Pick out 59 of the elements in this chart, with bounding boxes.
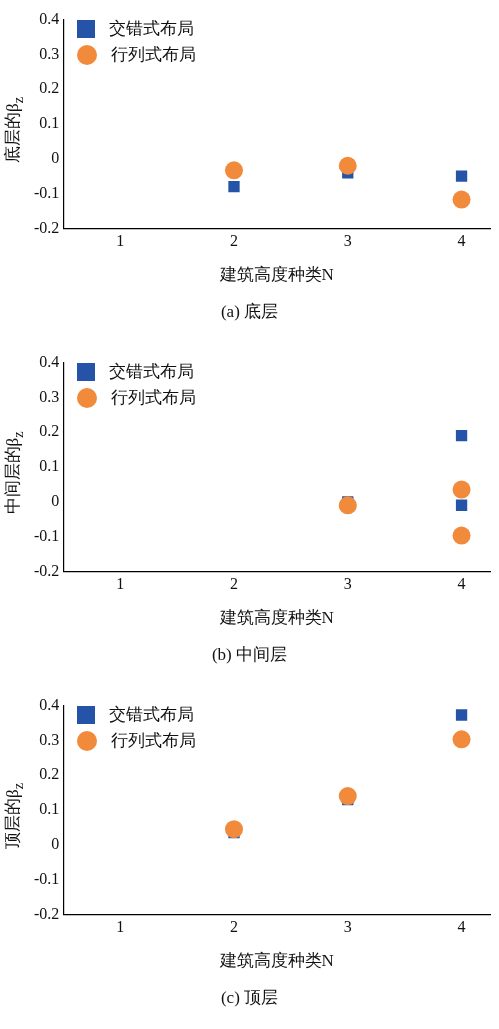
point bbox=[455, 430, 468, 442]
y-tick-label: 0.2 bbox=[39, 422, 60, 440]
y-tick-label: 0.1 bbox=[39, 457, 60, 475]
legend-label: 行列式布局 bbox=[111, 44, 197, 67]
x-tick-label: 4 bbox=[457, 232, 466, 250]
point bbox=[452, 526, 471, 545]
x-tick-label: 4 bbox=[457, 575, 466, 593]
point bbox=[338, 156, 357, 175]
point bbox=[225, 820, 243, 839]
y-tick-label: 0.2 bbox=[39, 79, 60, 97]
text: (c) 顶层 bbox=[219, 987, 280, 1009]
point bbox=[225, 161, 243, 180]
point bbox=[455, 170, 468, 182]
y-tick-label: 0.3 bbox=[39, 44, 60, 62]
point bbox=[455, 709, 468, 721]
legend-label: 行列式布局 bbox=[111, 730, 197, 753]
x-tick-label: 3 bbox=[343, 232, 352, 250]
point bbox=[455, 499, 468, 511]
x-tick-label: 2 bbox=[230, 232, 238, 250]
x-axis-title: 建筑高度种类N bbox=[218, 951, 334, 971]
legend-label: 交错式布局 bbox=[109, 18, 195, 41]
x-axis-title: 建筑高度种类N bbox=[218, 608, 334, 628]
y-tick-label: -0.2 bbox=[34, 561, 60, 579]
text: (a) 底层 bbox=[219, 301, 280, 323]
point bbox=[452, 730, 471, 749]
y-tick-label: -0.2 bbox=[34, 218, 60, 236]
y-tick-label: 0.3 bbox=[39, 387, 60, 405]
x-tick-label: 3 bbox=[343, 575, 352, 593]
legend-label: 交错式布局 bbox=[109, 704, 195, 727]
y-tick-label: 0 bbox=[51, 149, 60, 166]
y-tick-label: -0.1 bbox=[34, 526, 60, 544]
x-tick-label: 3 bbox=[343, 918, 352, 936]
y-tick-label: 0 bbox=[51, 492, 60, 509]
y-tick-label: -0.1 bbox=[34, 183, 60, 201]
legend-label: 交错式布局 bbox=[109, 361, 195, 384]
y-tick-label: 0.4 bbox=[39, 695, 60, 713]
x-tick-label: 2 bbox=[230, 918, 238, 936]
y-tick-label: 0.2 bbox=[39, 765, 60, 783]
point bbox=[452, 190, 471, 209]
point bbox=[338, 787, 357, 806]
legend-label: 行列式布局 bbox=[111, 387, 197, 410]
x-tick-label: 1 bbox=[116, 232, 125, 250]
y-tick-label: -0.1 bbox=[34, 869, 60, 887]
x-tick-label: 2 bbox=[230, 575, 238, 593]
text: (b) 中间层 bbox=[210, 644, 289, 666]
x-tick-label: 1 bbox=[116, 918, 125, 936]
y-tick-label: 0.3 bbox=[39, 730, 60, 748]
x-tick-label: 1 bbox=[116, 575, 125, 593]
y-tick-label: 0.4 bbox=[39, 352, 60, 370]
y-tick-label: 0 bbox=[51, 835, 60, 852]
y-tick-label: -0.2 bbox=[34, 904, 60, 922]
point bbox=[452, 480, 471, 499]
point bbox=[338, 496, 357, 515]
x-tick-label: 4 bbox=[457, 918, 466, 936]
point bbox=[228, 180, 240, 193]
y-tick-label: 0.1 bbox=[39, 800, 60, 818]
y-tick-label: 0.4 bbox=[39, 9, 60, 27]
x-axis-title: 建筑高度种类N bbox=[218, 265, 334, 285]
y-tick-label: 0.1 bbox=[39, 114, 60, 132]
